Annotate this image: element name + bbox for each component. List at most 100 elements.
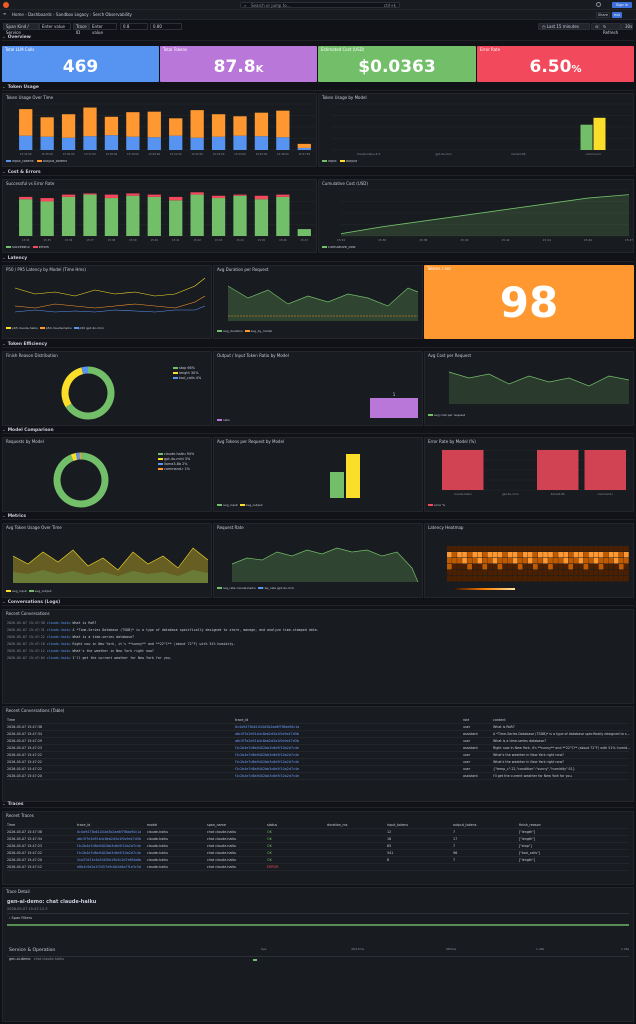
span-row[interactable]: gen-ai-demo chat claude-haiku	[7, 956, 629, 962]
log-line[interactable]: 2026-05-07 15:47:12 claude-haiku What's …	[7, 648, 629, 655]
table-row[interactable]: 2026-05-07 15:47:22 f1c2b4e7d8a9402bb3c6e…	[7, 766, 629, 773]
table-row[interactable]: 2026-05-07 15:47:22 f1c2b4e7d8a9402bb3c6e…	[7, 850, 629, 857]
legend: avg_input avg_output	[6, 590, 52, 593]
series-line	[340, 194, 630, 235]
log-line[interactable]: 2026-05-07 15:47:04 claude-haiku I'll ge…	[7, 655, 629, 662]
heat-cell	[613, 552, 619, 558]
table-cell: 2026-05-07 15:47:34	[7, 837, 43, 841]
heat-cell	[563, 564, 569, 570]
heat-cell	[447, 558, 452, 564]
panel-latency-heatmap[interactable]: Latency Heatmap	[424, 523, 634, 598]
stat-tokens-per-sec[interactable]: Tokens / sec 98	[424, 265, 634, 339]
table-cell: claude-haiku	[147, 851, 169, 855]
breadcrumb-home[interactable]: Home	[12, 12, 24, 17]
row-cost-errors[interactable]: ⌄ Cost & Errors	[2, 170, 634, 176]
heat-cell	[497, 546, 503, 552]
table-cell: What's the weather in New York right now…	[493, 753, 564, 757]
bar-successful	[83, 194, 97, 236]
help-icon[interactable]	[596, 2, 601, 7]
refresh-interval-select[interactable]: 30s	[621, 23, 633, 30]
var-input-threshold[interactable]: 0.8	[120, 23, 148, 30]
table-row[interactable]: 2026-05-07 15:47:38 0c4a9473b61044d3b2ae6…	[7, 724, 629, 731]
chevron-down-icon: ⌄	[2, 802, 6, 807]
panel-token-usage-time[interactable]: Token Usage Over Time 15:34:00 15:35:00 15…	[2, 93, 317, 167]
edit-button[interactable]: Edit	[612, 12, 622, 18]
table-cell: OK	[267, 844, 272, 848]
panel-request-rate[interactable]: Request Rate req_rate claude-haiku req_r…	[213, 523, 423, 598]
heat-cell	[507, 558, 513, 564]
panel-finish-reason[interactable]: Finish Reason Distribution stop 66% leng…	[2, 351, 212, 426]
breadcrumb-dashboards[interactable]: Dashboards	[27, 12, 52, 17]
slice-tool_calls	[81, 366, 89, 375]
table-cell: What is RoR?	[493, 725, 515, 729]
legend: req_rate claude-haiku req_rate gpt-4o-mi…	[217, 586, 294, 590]
table-row[interactable]: 2026-05-07 15:47:34 a6c3f7e2d91b4c8eb2d5a…	[7, 731, 631, 738]
panel-avg-token-usage[interactable]: Avg Token Usage Over Time avg_input avg_…	[2, 523, 212, 598]
var-input-span-kind[interactable]: Enter value	[39, 23, 71, 30]
row-model-comparison[interactable]: ⌄ Model Comparison	[2, 428, 634, 434]
table-row[interactable]: 2026-05-07 15:47:20 2ca37d31e4a5405fa19b3…	[7, 857, 629, 864]
stat-total-tokens[interactable]: Total Tokens 87.8K	[160, 46, 317, 82]
log-text: I'll get the current weather for New Yor…	[72, 656, 172, 660]
panel-output-input-ratio[interactable]: Output / Input Token Ratio by Model 1 ra…	[213, 351, 423, 426]
panel-cumulative-cost[interactable]: Cumulative Cost (USD) 15:34 15:36 15:38 15:…	[318, 179, 634, 253]
sign-in-button[interactable]: Sign in	[612, 2, 632, 8]
share-button[interactable]: Share	[596, 12, 610, 18]
panel-success-error[interactable]: Successful vs Error Rate 15:34 15:35 15:36…	[2, 179, 317, 253]
row-traces[interactable]: ⌄ Traces	[2, 802, 634, 808]
row-metrics[interactable]: ⌄ Metrics	[2, 514, 634, 520]
table-row[interactable]: 2026-05-07 15:47:29 a6c3f7e2d91b4c8eb2d5a…	[7, 738, 629, 745]
row-token-usage[interactable]: ⌄ Token Usage	[2, 85, 634, 91]
bar-errors	[126, 193, 140, 196]
menu-icon[interactable]: ≡	[3, 11, 7, 16]
panel-latency-p50[interactable]: P50 / P95 Latency by Model (Time Hms) p9…	[2, 265, 212, 339]
table-row[interactable]: 2026-05-07 15:47:22 f1c2b4e7d8a9402bb3c6e…	[7, 759, 629, 766]
table-row[interactable]: 2026-05-07 15:47:22 f1c2b4e7d8a9402bb3c6e…	[7, 752, 629, 759]
panel-conv-table[interactable]: Recent Conversations (Table) Time trace_i…	[2, 706, 634, 802]
log-model: claude-haiku	[46, 642, 73, 646]
log-line[interactable]: 2026-05-07 15:47:31 claude-haiku A *Time…	[7, 627, 629, 634]
row-conversations[interactable]: ⌄ Conversations (Logs)	[2, 600, 634, 606]
bar-output_tokens	[276, 110, 290, 138]
heat-cell	[522, 576, 528, 582]
refresh-button[interactable]: ↻ Refresh	[599, 23, 621, 35]
row-latency[interactable]: ⌄ Latency	[2, 256, 634, 262]
panel-recent-traces[interactable]: Recent Traces Time trace_id model span_name…	[2, 811, 634, 885]
table-row[interactable]: 2026-05-07 15:47:34 a6c3f7e2d91b4c8eb2d5a…	[7, 836, 629, 843]
panel-error-rate-model[interactable]: Error Rate by Model (%) claude-haiku gpt-…	[424, 437, 634, 512]
panel-avg-tokens-model[interactable]: Avg Tokens per Request by Model avg_inpu…	[213, 437, 423, 512]
log-line[interactable]: 2026-05-07 15:47:18 claude-haiku Right n…	[7, 641, 629, 648]
time-range-picker[interactable]: ◷ Last 15 minutes	[538, 23, 590, 30]
heat-cell	[583, 546, 589, 552]
table-row[interactable]: 2026-05-07 15:47:23 f1c2b4e7d8a9402bb3c6e…	[7, 843, 629, 850]
table-row[interactable]: 2026-05-07 15:47:38 0c4a9473b61044d3b2ae6…	[7, 829, 629, 836]
log-line[interactable]: 2026-05-07 15:47:38 claude-haiku What is…	[7, 620, 629, 627]
table-cell: 2026-05-07 15:47:38	[7, 725, 43, 729]
bar-successful	[19, 199, 33, 236]
table-row[interactable]: 2026-05-07 15:47:23 f1c2b4e7d8a9402bb3c6e…	[7, 745, 631, 752]
panel-trace-detail[interactable]: Trace Detail gen-ai-demo: chat claude-ha…	[2, 887, 634, 1022]
breadcrumb-dashboard[interactable]: Serch Observability	[92, 12, 132, 17]
stat-total-llm-calls[interactable]: Total LLM Calls 469	[2, 46, 159, 82]
table-row[interactable]: 2026-05-07 15:47:20 f1c2b4e7d8a9402bb3c6e…	[7, 773, 629, 780]
row-token-efficiency[interactable]: ⌄ Token Efficiency	[2, 342, 634, 348]
grafana-logo-icon[interactable]	[3, 2, 9, 8]
search-input[interactable]: ⌕ Search or jump to... ctrl+k	[240, 2, 400, 8]
panel-recent-conversations[interactable]: Recent Conversations 2026-05-07 15:47:38…	[2, 609, 634, 704]
var-input-trace-id[interactable]: Enter value	[89, 23, 117, 35]
log-line[interactable]: 2026-05-07 15:47:22 claude-haiku What is…	[7, 634, 629, 641]
zoom-out-button[interactable]: ⊖	[591, 23, 599, 30]
stat-estimated-cost[interactable]: Estimated Cost (USD) $0.0363	[318, 46, 476, 82]
panel-token-usage-model[interactable]: Token Usage by Model claude-haiku-4-5 gpt…	[318, 93, 634, 167]
panel-requests-model[interactable]: Requests by Model claude-haiku 94% gpt-4…	[2, 437, 212, 512]
panel-avg-duration[interactable]: Avg Duration per Request avg_duration av…	[213, 265, 423, 339]
breadcrumb-folder[interactable]: Sandbox Legacy	[55, 12, 89, 17]
row-overview[interactable]: ⌄ Overview	[2, 35, 634, 41]
var-input-ratio[interactable]: 0.80	[150, 23, 182, 30]
table-row[interactable]: 2026-05-07 15:47:12 e8b4c9d2a1f3457e9c0b2…	[7, 864, 629, 871]
span-filters-toggle[interactable]: › Span Filters	[9, 916, 32, 920]
x-tick-label: 15:42:00	[191, 152, 203, 156]
table-cell: 0c4a9473b61044d3b2ae6f7f8da90c1a	[235, 725, 300, 729]
stat-error-rate[interactable]: Error Rate 6.50%	[477, 46, 634, 82]
panel-avg-cost-request[interactable]: Avg Cost per Request avg cost per reques…	[424, 351, 634, 426]
